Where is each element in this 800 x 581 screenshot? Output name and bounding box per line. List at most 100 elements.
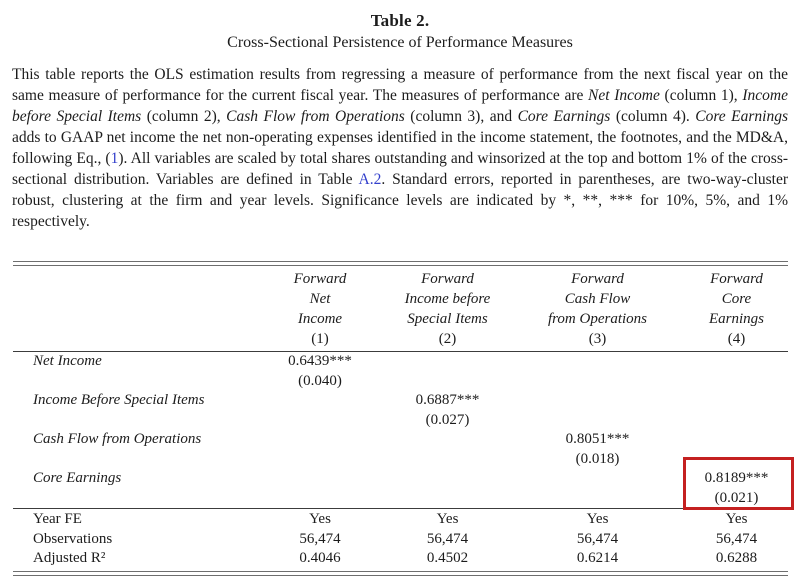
footer-value: 56,474: [299, 530, 341, 547]
std-error: [385, 489, 510, 509]
spacer: [33, 450, 255, 470]
std-error: [255, 450, 385, 470]
caption-text-segment: (column 4).: [610, 108, 696, 125]
coefficient: [685, 430, 788, 450]
table-row-core-earnings: Core Earnings 0.8189*** (0.021): [13, 469, 788, 508]
caption-text-segment: (column 2),: [141, 108, 227, 125]
column-number: (2): [438, 331, 457, 347]
row-label: Core Earnings: [33, 470, 122, 486]
header-col-forward-cash-flow-from-operations: Forward Cash Flow from Operations (3): [510, 269, 685, 349]
header-line: Forward: [710, 271, 763, 287]
coefficient: [255, 430, 385, 450]
std-error: (0.040): [298, 372, 342, 389]
caption-text-segment: adds to GAAP net income the net non-oper…: [12, 129, 788, 167]
coefficient: [685, 391, 788, 411]
caption-text-segment: (column 3), and: [404, 108, 518, 125]
coefficient: [385, 469, 510, 489]
footer-value: 0.4046: [299, 550, 341, 566]
header-empty-cell: [13, 269, 255, 349]
table-bottom-rule: [13, 570, 788, 576]
caption-text-segment: . Standard errors, reported in parenthes…: [12, 171, 788, 230]
spacer: [33, 489, 255, 509]
header-line: Forward: [421, 271, 474, 287]
row-label: Cash Flow from Operations: [33, 431, 202, 447]
coefficient: 0.6439***: [288, 353, 352, 369]
column-number: (1): [311, 331, 329, 347]
footer-value: 0.6288: [715, 550, 758, 566]
coefficient: [255, 469, 385, 489]
coefficient: [510, 469, 685, 489]
footer-top-rule: [13, 508, 788, 509]
std-error: [385, 372, 510, 392]
coefficient: [510, 352, 685, 372]
header-line: Cash Flow: [564, 291, 631, 307]
header-line: from Operations: [547, 311, 648, 327]
caption-text-segment: Income before Special Items: [12, 87, 788, 125]
caption-text-segment: Core Earnings: [517, 108, 611, 125]
row-label: Income Before Special Items: [33, 392, 205, 408]
header-line: Net: [309, 291, 331, 307]
footer-value: 0.4502: [426, 550, 469, 566]
footer-value: Yes: [436, 511, 459, 527]
header-line: Special Items: [407, 311, 488, 327]
table-row-cash-flow-from-operations: Cash Flow from Operations 0.8051*** (0.01…: [13, 430, 788, 469]
row-label: Adjusted R²: [33, 550, 106, 566]
std-error: [685, 411, 788, 431]
table-row-net-income: Net Income 0.6439*** (0.040): [13, 352, 788, 391]
table-header-row: Forward Net Income (1) Forward Income be…: [13, 266, 788, 351]
caption-text-segment: Core Earnings: [695, 108, 789, 125]
std-error: [510, 372, 685, 392]
header-col-forward-core-earnings: Forward Core Earnings (4): [685, 269, 788, 349]
caption-text-segment: (column 1),: [659, 87, 743, 104]
footer-value: 56,474: [715, 530, 758, 547]
coefficient: [385, 352, 510, 372]
table-row-year-fe: Year FE Yes Yes Yes Yes: [13, 510, 788, 530]
header-line: Core: [721, 291, 752, 307]
header-line: Earnings: [708, 311, 764, 327]
std-error: (0.021): [714, 489, 759, 506]
header-col-forward-net-income: Forward Net Income (1): [255, 269, 385, 349]
coefficient: 0.8051***: [565, 431, 630, 447]
table-subtitle: Cross-Sectional Persistence of Performan…: [227, 34, 573, 51]
caption-text-segment: This table reports the OLS estimation re…: [12, 66, 788, 104]
header-bottom-rule: [13, 351, 788, 352]
table-top-rule: [13, 261, 788, 266]
coefficient: [685, 352, 788, 372]
table-footer: Year FE Yes Yes Yes Yes Observations 56,…: [13, 509, 788, 571]
footer-value: 56,474: [426, 530, 469, 547]
std-error: (0.018): [575, 450, 620, 467]
coefficient: [510, 391, 685, 411]
std-error: [255, 489, 385, 509]
std-error: (0.027): [425, 411, 470, 428]
column-number: (4): [727, 331, 746, 347]
table-row-income-before-special-items: Income Before Special Items 0.6887*** (0.…: [13, 391, 788, 430]
spacer: [33, 411, 255, 431]
spacer: [33, 372, 255, 392]
column-number: (3): [588, 331, 607, 347]
coefficient: [255, 391, 385, 411]
caption-text-segment: ). All variables are scaled by total sha…: [12, 150, 789, 188]
row-label: Observations: [33, 530, 113, 547]
caption-text-segment: Net Income: [588, 87, 660, 104]
std-error: [255, 411, 385, 431]
ref-link[interactable]: A.2: [358, 171, 382, 188]
header-line: Income before: [404, 291, 491, 307]
std-error: [510, 489, 685, 509]
std-error: [685, 372, 788, 392]
std-error: [385, 450, 510, 470]
caption-text-segment: Cash Flow from Operations: [226, 108, 405, 125]
coefficient: [385, 430, 510, 450]
coefficient: 0.6887***: [415, 392, 480, 408]
footer-value: Yes: [725, 511, 748, 527]
header-col-forward-income-before-special-items: Forward Income before Special Items (2): [385, 269, 510, 349]
footer-value: Yes: [586, 511, 609, 527]
header-line: Forward: [571, 271, 624, 287]
footer-value: 0.6214: [576, 550, 619, 566]
table-row-adjusted-r2: Adjusted R² 0.4046 0.4502 0.6214 0.6288: [13, 549, 788, 569]
footer-value: Yes: [309, 511, 331, 527]
row-label: Year FE: [33, 511, 82, 527]
std-error: [510, 411, 685, 431]
ref-link[interactable]: 1: [110, 150, 119, 167]
footer-value: 56,474: [576, 530, 619, 547]
